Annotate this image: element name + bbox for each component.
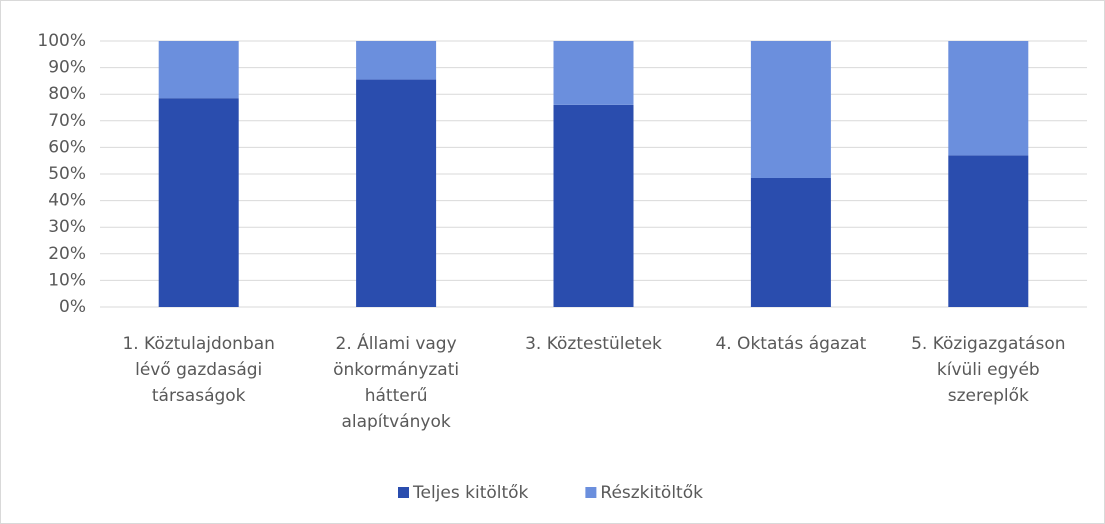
x-tick-label: 4. Oktatás ágazat [715, 334, 866, 354]
x-tick-label: 2. Állami vagy [336, 332, 457, 354]
x-tick-label: 1. Köztulajdonban [122, 334, 275, 354]
x-tick-label: szereplők [948, 386, 1029, 406]
legend-label: Teljes kitöltők [412, 483, 529, 503]
legend-label: Részkitöltők [600, 483, 703, 503]
y-tick-label: 50% [48, 164, 86, 184]
bar-segment [553, 104, 634, 307]
y-tick-label: 40% [48, 191, 86, 211]
x-tick-label: kívüli egyéb [937, 360, 1040, 380]
bar-segment [948, 155, 1029, 307]
y-tick-label: 100% [37, 31, 86, 51]
x-tick-label: alapítványok [341, 412, 450, 432]
y-tick-label: 30% [48, 217, 86, 237]
bar-segment [553, 41, 634, 105]
legend-swatch [585, 487, 597, 498]
y-tick-label: 0% [59, 297, 86, 317]
x-tick-label: hátterű [365, 386, 428, 406]
y-tick-label: 60% [48, 137, 86, 157]
y-tick-label: 70% [48, 111, 86, 131]
x-tick-label: önkormányzati [333, 360, 459, 380]
bar-segment [750, 177, 831, 307]
x-tick-label: lévő gazdasági [135, 360, 262, 380]
y-tick-label: 10% [48, 270, 86, 290]
x-tick-label: 3. Köztestületek [525, 334, 662, 354]
x-tick-label: társaságok [152, 386, 246, 406]
y-tick-label: 20% [48, 244, 86, 264]
bar-segment [948, 41, 1029, 156]
bar-segment [356, 41, 437, 80]
y-tick-label: 80% [48, 84, 86, 104]
x-tick-label: 5. Közigazgatáson [911, 334, 1065, 354]
bar-segment [750, 41, 831, 178]
bar-segment [356, 79, 437, 307]
bar-segment [158, 98, 239, 307]
bar-segment [158, 41, 239, 99]
legend-swatch [398, 487, 409, 498]
y-tick-label: 90% [48, 58, 86, 78]
